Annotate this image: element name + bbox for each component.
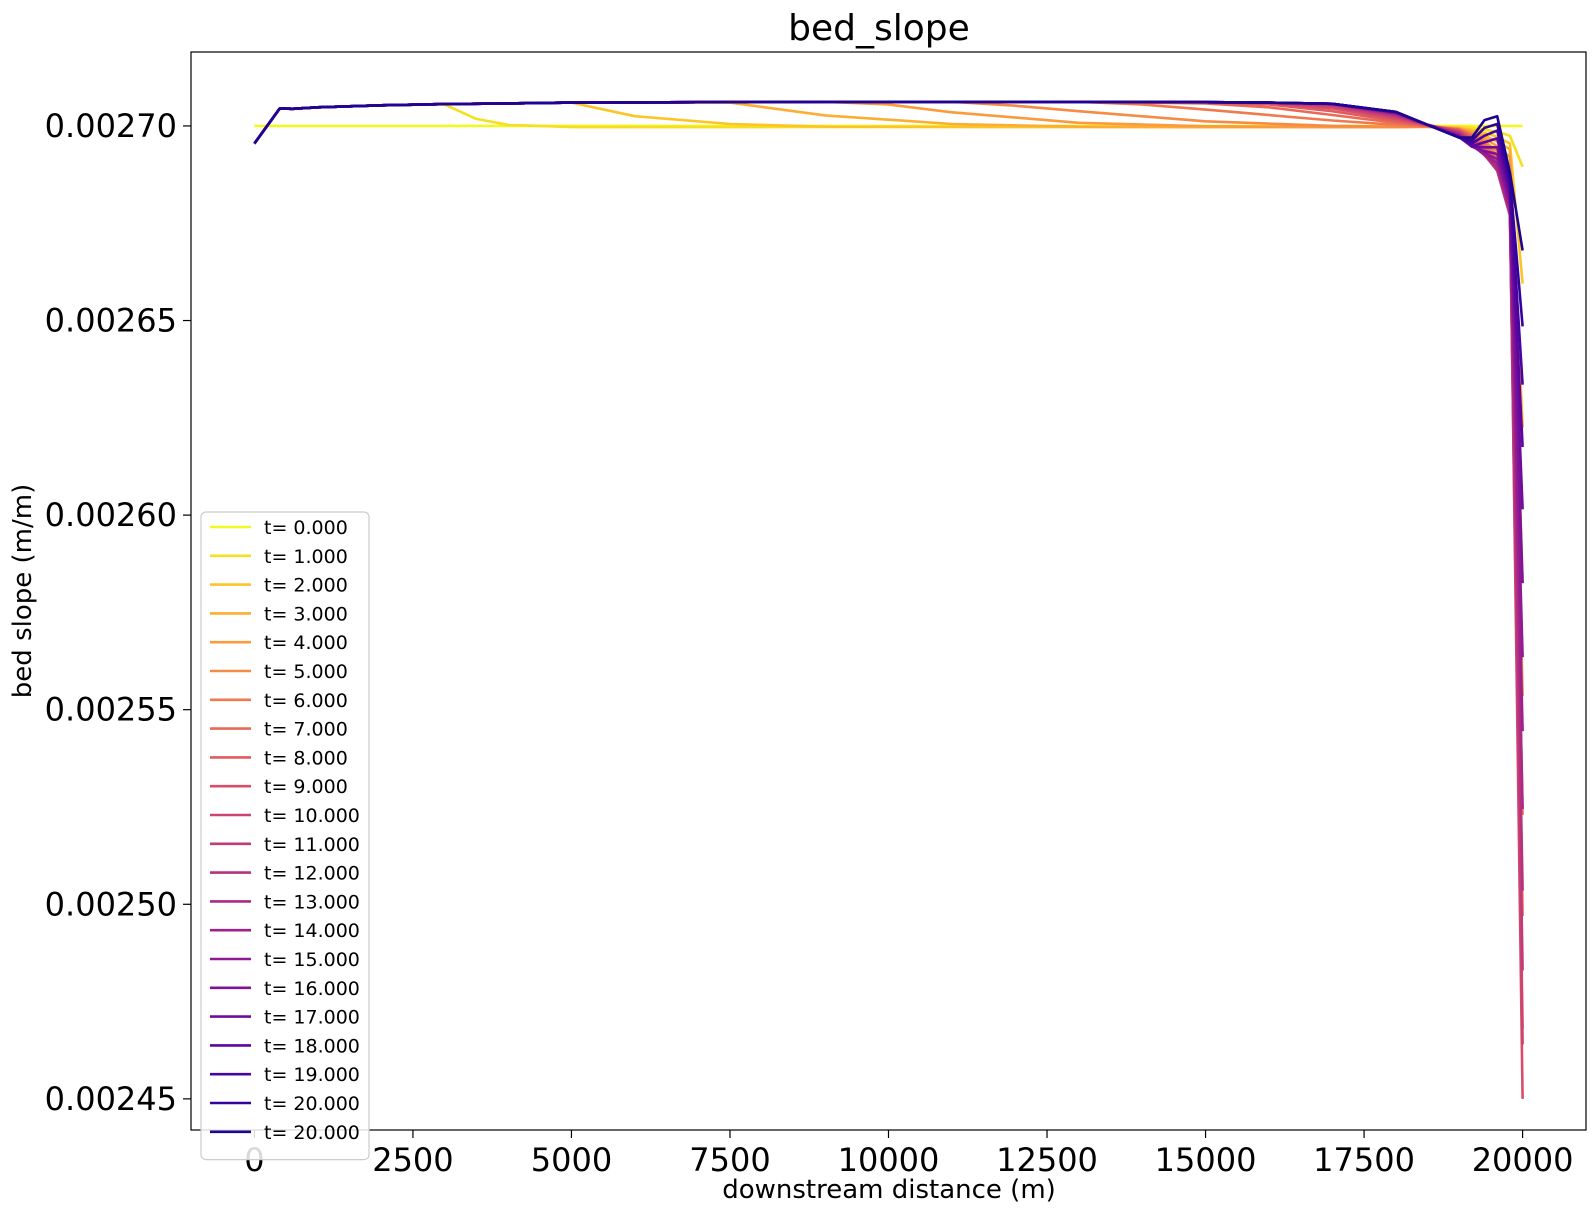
x-tick-label: 12500 <box>996 1141 1098 1179</box>
legend-entry-label: t= 3.000 <box>264 603 348 625</box>
legend-entry-label: t= 13.000 <box>264 891 360 913</box>
legend-entry-label: t= 8.000 <box>264 747 348 769</box>
x-tick-label: 10000 <box>838 1141 940 1179</box>
x-tick-label: 17500 <box>1313 1141 1415 1179</box>
y-tick-label: 0.00270 <box>45 107 177 145</box>
legend-entry-label: t= 17.000 <box>264 1007 360 1029</box>
chart-title: bed_slope <box>788 8 970 49</box>
legend-entry-label: t= 20.000 <box>264 1122 360 1144</box>
legend-entry-label: t= 14.000 <box>264 920 360 942</box>
legend-entry-label: t= 12.000 <box>264 863 360 885</box>
series-line-21 <box>253 100 1524 251</box>
x-tick-label: 20000 <box>1472 1141 1574 1179</box>
y-axis: 0.00245 0.00250 0.00255 0.00260 0.00265 0.002… <box>45 107 191 1118</box>
y-tick-label: 0.00245 <box>45 1080 177 1118</box>
legend-entry-label: t= 1.000 <box>264 546 348 568</box>
legend-box <box>200 511 370 1161</box>
legend-entry-label: t= 5.000 <box>264 661 348 683</box>
legend-entry-label: t= 9.000 <box>264 776 348 798</box>
x-tick-label: 15000 <box>1155 1141 1257 1179</box>
plot-area <box>253 100 1524 1099</box>
legend-entry-label: t= 18.000 <box>264 1035 360 1057</box>
x-tick-label: 2500 <box>372 1141 453 1179</box>
legend-entry-label: t= 6.000 <box>264 690 348 712</box>
legend-entry-label: t= 16.000 <box>264 978 360 1000</box>
legend-entry-label: t= 19.000 <box>264 1064 360 1086</box>
y-axis-label: bed slope (m/m) <box>8 484 38 698</box>
x-axis-label: downstream distance (m) <box>722 1175 1056 1205</box>
legend-entry-label: t= 0.000 <box>264 517 348 539</box>
axes-frame <box>190 51 1587 1131</box>
legend-entry-label: t= 15.000 <box>264 949 360 971</box>
legend-entry-label: t= 2.000 <box>264 575 348 597</box>
legend: t= 0.000 t= 1.000 t= 2.000 t= 3.000 t= 4.000… <box>200 511 370 1161</box>
y-tick-label: 0.00250 <box>45 885 177 923</box>
y-tick-label: 0.00265 <box>45 302 177 340</box>
legend-entry-label: t= 7.000 <box>264 719 348 741</box>
legend-entry-label: t= 10.000 <box>264 805 360 827</box>
x-tick-label: 5000 <box>531 1141 612 1179</box>
y-tick-label: 0.00260 <box>45 496 177 534</box>
legend-entry-label: t= 4.000 <box>264 632 348 654</box>
x-tick-label: 7500 <box>689 1141 770 1179</box>
legend-entry-label: t= 20.000 <box>264 1093 360 1115</box>
legend-entry-label: t= 11.000 <box>264 834 360 856</box>
y-tick-label: 0.00255 <box>45 691 177 729</box>
